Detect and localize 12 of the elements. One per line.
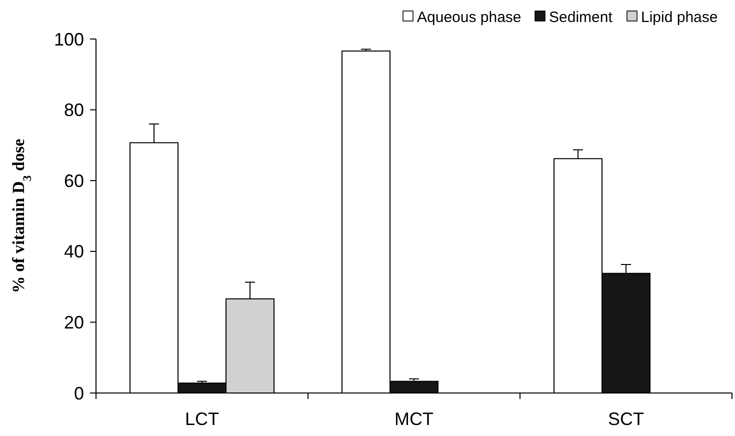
y-tick-label: 20 [64, 312, 84, 332]
legend-label: Aqueous phase [417, 9, 522, 26]
x-tick-label: LCT [184, 409, 220, 429]
legend-label: Lipid phase [641, 9, 718, 26]
legend-label: Sediment [549, 9, 614, 26]
y-tick-label: 60 [64, 170, 84, 191]
y-tick-label: 100 [54, 29, 84, 50]
y-tick-label: 0 [74, 383, 84, 404]
x-tick-label: MCT [394, 409, 434, 429]
y-tick-label: 40 [64, 242, 84, 262]
y-tick-label: 80 [64, 100, 84, 120]
x-tick-label: SCT [608, 409, 644, 429]
